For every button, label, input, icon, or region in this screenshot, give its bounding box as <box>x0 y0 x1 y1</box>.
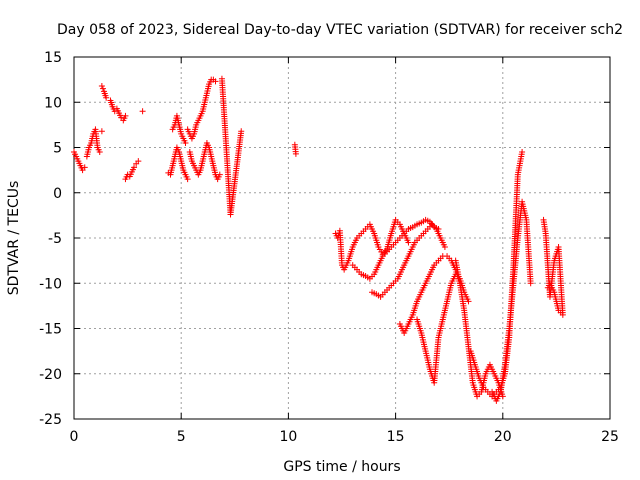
data-point <box>544 284 551 291</box>
data-point <box>465 298 472 305</box>
y-tick-label: -20 <box>39 367 62 383</box>
data-point <box>216 171 223 178</box>
data-point <box>98 128 105 135</box>
data-point <box>103 94 110 101</box>
y-tick-label: 5 <box>53 141 62 157</box>
data-point <box>139 108 146 115</box>
data-point <box>98 82 105 89</box>
data-point <box>527 280 534 287</box>
y-tick-label: -5 <box>48 231 62 247</box>
x-tick-label: 10 <box>279 429 297 445</box>
x-tick-label: 15 <box>387 429 405 445</box>
y-tick-label: -25 <box>39 412 62 428</box>
y-tick-label: -15 <box>39 322 62 338</box>
y-tick-label: 0 <box>53 186 62 202</box>
data-point <box>81 164 88 171</box>
data-point <box>122 112 129 119</box>
x-tick-label: 20 <box>494 429 512 445</box>
grid <box>74 57 610 419</box>
data-point <box>292 150 299 157</box>
data-point <box>184 176 191 183</box>
data-point <box>131 164 138 171</box>
data-point <box>405 239 412 246</box>
axes <box>73 56 611 420</box>
data-point <box>182 139 189 146</box>
x-tick-label: 5 <box>177 429 186 445</box>
data-points <box>71 75 566 404</box>
y-tick-label: 15 <box>44 50 62 66</box>
data-point <box>96 149 103 156</box>
x-tick-label: 25 <box>601 429 619 445</box>
chart-title: Day 058 of 2023, Sidereal Day-to-day VTE… <box>57 22 623 38</box>
data-point <box>441 244 448 251</box>
x-tick-label: 0 <box>70 429 79 445</box>
data-point <box>135 158 142 165</box>
data-point <box>238 128 245 135</box>
y-tick-label: -10 <box>39 276 62 292</box>
data-point <box>519 149 526 156</box>
data-point <box>212 78 219 85</box>
x-axis-label: GPS time / hours <box>283 459 400 475</box>
tick-labels: 0 5 10 15 20 25 -25 -20 -15 -10 -5 0 5 10 15 <box>39 50 619 445</box>
data-point <box>99 85 106 92</box>
y-tick-label: 10 <box>44 95 62 111</box>
y-axis-label: SDTVAR / TECUs <box>6 181 22 296</box>
